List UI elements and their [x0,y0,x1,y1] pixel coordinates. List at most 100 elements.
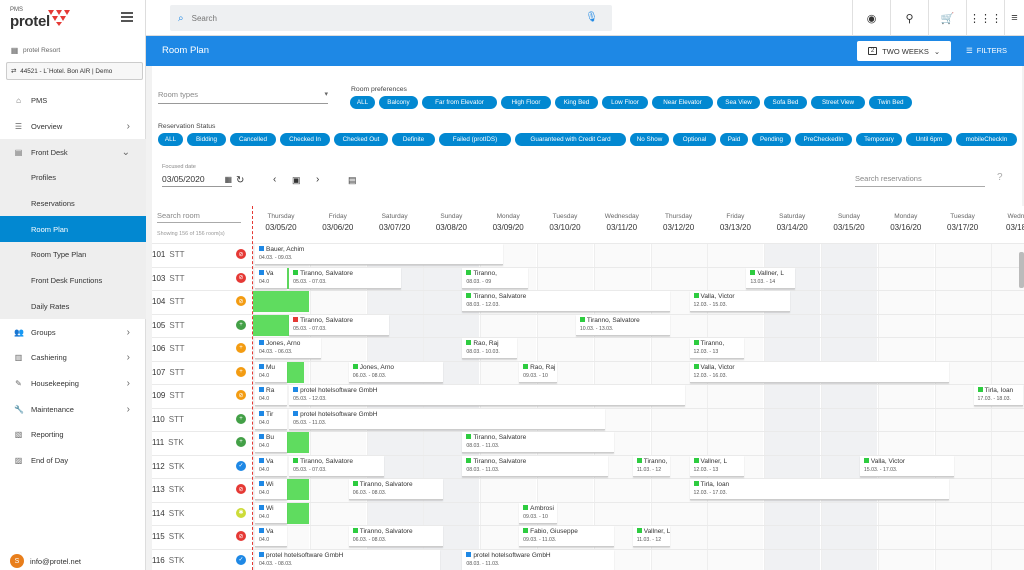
reservation-bar[interactable]: Valla, Victor 12.03. - 16.03. [689,361,949,383]
room-label[interactable]: 103 STT [152,267,252,290]
filter-chip[interactable]: ALL [350,96,375,109]
refresh-icon[interactable]: ↻ [236,175,245,186]
room-label[interactable]: 114 STK [152,502,252,525]
reservation-bar[interactable]: protel hotelsoftware GmbH 08.03. - 11.03. [462,549,614,570]
range-select[interactable]: 2 TWO WEEKS ⌄ [857,41,951,61]
sidebar-item-daily-rates[interactable]: Daily Rates [0,293,146,320]
microphone-icon[interactable]: 🎙 [585,12,598,23]
room-label[interactable]: 111 STK [152,431,252,454]
reservation-bar[interactable]: Bu 04.0 [255,432,288,453]
reservation-bar[interactable]: Tiranno, Salvatore 05.03. - 07.03. [289,267,401,289]
sidebar-item-front-desk-functions[interactable]: Front Desk Functions [0,267,146,294]
help-icon[interactable]: ? [997,172,1003,183]
filter-chip[interactable]: Cancelled [230,133,276,146]
cart-icon[interactable]: 🛒 [928,0,966,36]
reservation-bar[interactable]: Va 04.0 [255,455,288,477]
reservation-bar[interactable]: Tiranno, Salvatore 06.03. - 08.03. [348,526,444,547]
filter-chip[interactable]: Until 6pm [906,133,952,146]
sidebar-item-groups[interactable]: 👥 Groups › [0,319,146,345]
room-label[interactable]: 110 STT [152,408,252,431]
room-label[interactable]: 113 STK [152,478,252,501]
chevron-right-icon[interactable]: › [316,174,320,185]
filter-chip[interactable]: Bidding [187,133,226,146]
filter-chip[interactable]: Temporary [856,133,902,146]
reservation-bar[interactable]: Tiranno, Salvatore 08.03. - 12.03. [462,291,671,312]
hotel-selector[interactable]: ⇄ 44521 - L`Hotel. Bon AIR | Demo [6,62,143,80]
reservation-bar[interactable]: Tiranno, 12.03. - 13 [689,338,745,359]
reservation-bar[interactable]: Tiranno, Salvatore 05.03. - 07.03. [289,314,390,336]
room-label[interactable]: 116 STK [152,549,252,570]
status-icon[interactable]: ◉ [852,0,890,36]
menu-toggle-icon[interactable] [121,12,133,22]
room-status-icon[interactable]: + [236,343,246,353]
sidebar-item-reporting[interactable]: ▧ Reporting [0,422,146,448]
room-status-icon[interactable]: + [236,437,246,447]
reservation-bar[interactable]: Jones, Arno 04.03. - 06.03. [255,338,322,359]
reservation-bar[interactable]: Tiranno, Salvatore 05.03. - 07.03. [289,455,384,477]
filters-button[interactable]: ☰ FILTERS [966,46,1007,55]
sidebar-item-room-type-plan[interactable]: Room Type Plan [0,242,146,268]
room-status-icon[interactable]: ⊘ [236,272,246,283]
filter-chip[interactable]: Checked Out [334,133,388,146]
filter-chip[interactable]: Twin Bed [869,96,912,109]
filter-chip[interactable]: Failed (protIDS) [439,133,511,146]
room-status-icon[interactable]: ✓ [236,460,246,471]
reservation-bar[interactable]: Vallner, L 11.03. - 12 [632,526,671,547]
reservation-bar[interactable]: Tirla, Ioan 17.03. - 18.03. [973,385,1023,406]
reservation-bar[interactable]: Valla, Victor 15.03. - 17.03. [859,455,955,477]
filter-chip[interactable]: King Bed [555,96,598,109]
room-status-icon[interactable]: ✱ [236,507,246,518]
reservation-bar[interactable]: Wi 04.0 [255,479,288,500]
room-status-icon[interactable]: ⊘ [236,390,246,400]
room-label[interactable]: 106 STT [152,337,252,360]
reservation-bar[interactable]: Vallner, L 12.03. - 13 [689,455,745,477]
sidebar-item-overview[interactable]: ☰ Overview › [0,114,146,140]
user-bar[interactable]: S info@protel.net [0,552,146,570]
reservation-bar[interactable]: Tiranno, Salvatore 08.03. - 11.03. [462,455,608,477]
room-status-icon[interactable]: ⊘ [236,531,246,541]
reservation-bar[interactable]: Va 04.0 [255,526,288,547]
reservation-bar[interactable]: Vallner, L 13.03. - 14 [746,267,796,289]
filter-chip[interactable]: High Floor [501,96,551,109]
sidebar-item-end-of-day[interactable]: ▨ End of Day [0,448,146,474]
sidebar-item-front-desk[interactable]: ▤ Front Desk ⌄ [0,139,146,166]
reservation-bar[interactable]: Valla, Victor 12.03. - 15.03. [689,291,790,312]
filter-chip[interactable]: Far from Elevator [422,96,497,109]
filter-chip[interactable]: Balcony [379,96,418,109]
filter-chip[interactable]: Checked In [280,133,330,146]
filter-chip[interactable]: Paid [720,133,748,146]
filter-chip[interactable]: mobileCheckIn [956,133,1017,146]
reservation-bar[interactable]: Tiranno, 08.03. - 09 [462,267,529,289]
room-label[interactable]: 105 STT [152,314,252,337]
today-calendar-icon[interactable]: ▣ [292,175,301,185]
reservation-bar[interactable]: Tiranno, Salvatore 10.03. - 13.03. [575,314,671,336]
room-status-icon[interactable]: + [236,319,246,330]
reservation-bar[interactable]: protel hotelsoftware GmbH 05.03. - 11.03. [289,408,606,430]
room-status-icon[interactable]: + [236,366,246,377]
sidebar-item-profiles[interactable]: Profiles [0,165,146,191]
reservation-bar[interactable]: Tiranno, Salvatore 06.03. - 08.03. [348,479,444,500]
search-input[interactable] [191,13,572,23]
room-status-icon[interactable]: ⊘ [236,296,246,306]
filter-chip[interactable]: Optional [673,133,716,146]
room-status-icon[interactable]: + [236,413,246,424]
room-label[interactable]: 107 STT [152,361,252,384]
filter-chip[interactable]: Definite [392,133,435,146]
reservation-bar[interactable]: Va 04.0 [255,267,288,289]
room-label[interactable]: 101 STT [152,243,252,266]
room-label[interactable]: 109 STT [152,384,252,407]
reservation-bar[interactable]: Tir 04.0 [255,408,288,430]
room-status-icon[interactable]: ⊘ [236,484,246,494]
reservation-bar[interactable]: Fabio, Giuseppe 09.03. - 11.03. [519,526,614,547]
reservation-bar[interactable]: Rao, Raj 09.03. - 10 [519,361,557,383]
filter-chip[interactable]: Street View [811,96,865,109]
filter-chip[interactable]: Sofa Bed [764,96,807,109]
filter-chip[interactable]: ALL [158,133,183,146]
search-reservations-input[interactable]: Search reservations [855,174,985,187]
reservation-bar[interactable]: Wi 04.0 [255,502,288,524]
sidebar-item-room-plan[interactable]: Room Plan [0,216,146,243]
filter-chip[interactable]: PreCheckedIn [795,133,852,146]
room-label[interactable]: 104 STT [152,290,252,313]
sidebar-item-housekeeping[interactable]: ✎ Housekeeping › [0,371,146,397]
filter-chip[interactable]: Low Floor [602,96,648,109]
